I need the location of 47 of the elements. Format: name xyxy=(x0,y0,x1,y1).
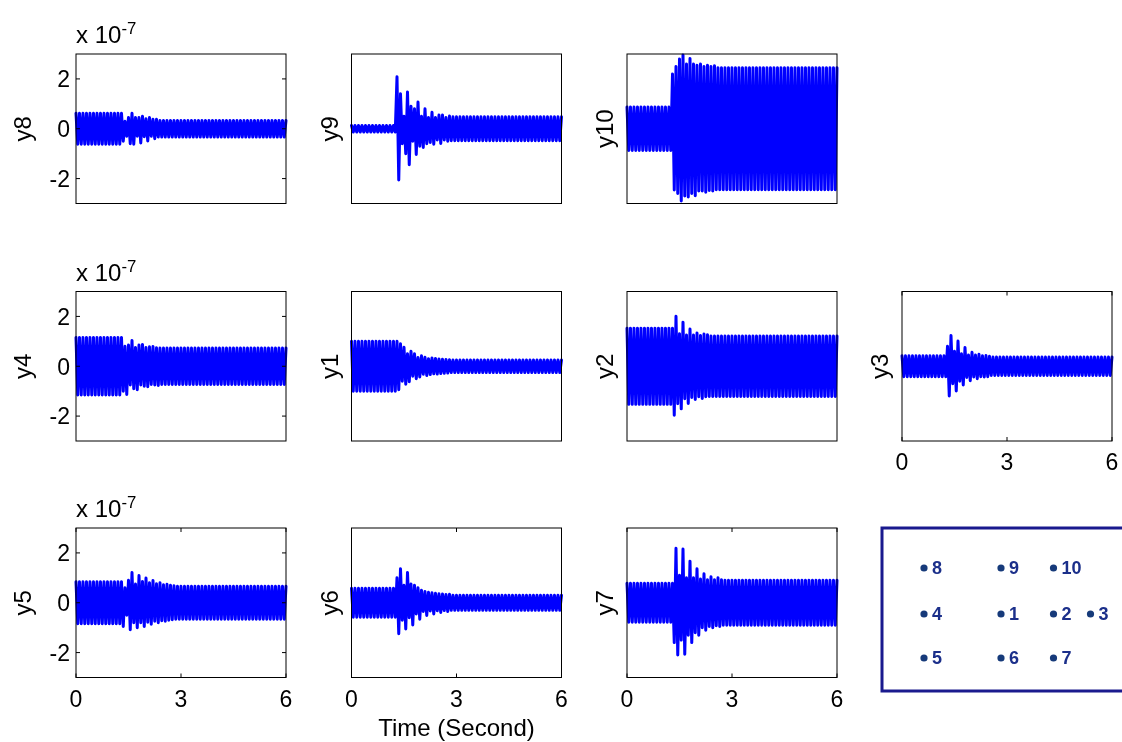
text: x 10$^{-7}$ xyxy=(76,492,137,522)
y-axis-title: y2 xyxy=(591,353,618,379)
x-tick-label: 6 xyxy=(830,685,844,712)
y-tick-label: 0 xyxy=(57,590,70,617)
x-tick-label: 6 xyxy=(1105,449,1119,475)
y-axis-title: y6 xyxy=(315,590,343,616)
y-tick-label: 2 xyxy=(57,66,70,93)
x-tick-label: 3 xyxy=(174,685,188,712)
text: 6 xyxy=(1009,648,1020,669)
y-axis-title: y9 xyxy=(315,116,343,142)
text: x 10$^{-7}$ xyxy=(76,18,137,48)
y-tick-label: -2 xyxy=(49,403,70,430)
text: x 10$^{-7}$ xyxy=(76,256,137,286)
x-tick-label: 0 xyxy=(345,685,358,712)
y-tick-label: 2 xyxy=(57,540,70,567)
y-tick-label: 0 xyxy=(57,116,70,143)
y-tick-label: 0 xyxy=(57,353,70,380)
text: 3 xyxy=(1098,604,1109,625)
x-tick-label: 0 xyxy=(895,449,909,475)
x-tick-label: 3 xyxy=(725,685,739,712)
x-tick-label: 6 xyxy=(279,685,293,712)
y-axis-title: y1 xyxy=(315,353,343,379)
y-axis-title: y10 xyxy=(591,109,618,149)
x-axis-title: Time (Second) xyxy=(378,713,535,741)
text: 7 xyxy=(1061,648,1072,669)
y-tick-label: 2 xyxy=(57,303,70,330)
y-axis-title: y4 xyxy=(9,353,36,379)
x-tick-label: 0 xyxy=(620,685,634,712)
x-tick-label: 3 xyxy=(450,685,463,712)
y-tick-label: -2 xyxy=(49,639,70,666)
line-series xyxy=(74,336,288,397)
text: 8 xyxy=(932,558,943,579)
x-tick-label: 3 xyxy=(1000,449,1014,475)
text: 2 xyxy=(1061,604,1072,625)
text: 4 xyxy=(932,604,943,625)
y-axis-title: y8 xyxy=(9,116,36,142)
y-axis-title: y5 xyxy=(9,590,36,616)
text: 9 xyxy=(1009,558,1020,579)
y-axis-title: y3 xyxy=(866,353,893,379)
y-axis-title: y7 xyxy=(591,590,618,616)
line-series xyxy=(74,571,288,632)
text: 10 xyxy=(1061,558,1082,579)
text: 1 xyxy=(1009,604,1020,625)
text: 5 xyxy=(932,648,943,669)
x-tick-label: 6 xyxy=(555,685,568,712)
line-series xyxy=(74,111,288,146)
y-tick-label: -2 xyxy=(49,165,70,192)
